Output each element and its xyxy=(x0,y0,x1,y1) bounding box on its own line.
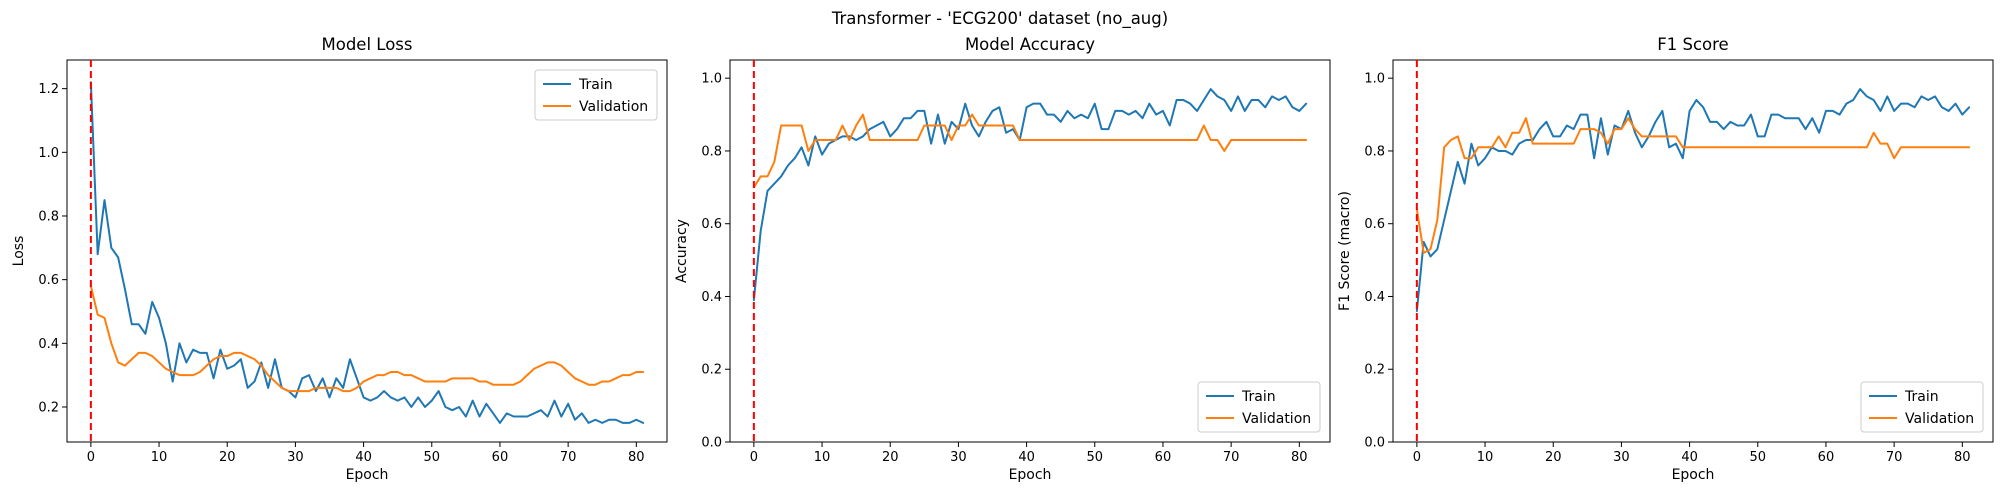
x-tick-label: 80 xyxy=(1291,450,1308,465)
y-tick-label: 0.4 xyxy=(38,337,59,352)
x-tick-label: 20 xyxy=(219,450,236,465)
x-axis-label: Epoch xyxy=(346,467,389,483)
y-tick-label: 1.0 xyxy=(38,146,59,161)
legend-box xyxy=(1197,381,1321,433)
x-tick-label: 30 xyxy=(950,450,967,465)
legend-label-validation: Validation xyxy=(1905,411,1974,427)
y-tick-label: 1.2 xyxy=(38,82,59,97)
y-tick-label: 0.8 xyxy=(38,209,59,224)
y-tick-label: 0.0 xyxy=(1364,436,1385,451)
x-tick-label: 60 xyxy=(1818,450,1835,465)
plot-area-frame xyxy=(66,59,668,443)
legend: Train Validation xyxy=(1197,381,1321,433)
x-tick-label: 80 xyxy=(1954,450,1971,465)
y-tick-label: 0.4 xyxy=(1364,290,1385,305)
chart-panel-2: 0 10 20 30 40 50 60 70 80 0.0 0.2 0.4 0.6 0.8 1.0 Model… xyxy=(674,35,1331,483)
x-tick-label: 10 xyxy=(1477,450,1494,465)
y-tick-label: 0.4 xyxy=(701,290,722,305)
x-tick-label: 0 xyxy=(87,450,95,465)
chart-panel-1: 0 10 20 30 40 50 60 70 80 0.2 0.4 0.6 0.8 1.0 1.2 Model… xyxy=(11,35,668,483)
y-tick-label: 0.6 xyxy=(701,217,722,232)
x-tick-label: 10 xyxy=(814,450,831,465)
series-lines xyxy=(1415,88,1971,313)
legend-label-train: Train xyxy=(578,77,613,93)
figure-title: Transformer - 'ECG200' dataset (no_aug) xyxy=(831,9,1168,29)
x-tick-label: 80 xyxy=(628,450,645,465)
x-tick-label: 50 xyxy=(1749,450,1766,465)
x-tick-label: 50 xyxy=(423,450,440,465)
legend-label-validation: Validation xyxy=(579,99,648,115)
series-line-validation xyxy=(1415,117,1971,254)
series-line-validation xyxy=(89,285,645,393)
chart-title: Model Accuracy xyxy=(965,35,1095,54)
chart-panels: 0 10 20 30 40 50 60 70 80 0.2 0.4 0.6 0.8 1.0 1.2 Model… xyxy=(11,35,1994,483)
x-tick-label: 40 xyxy=(1681,450,1698,465)
x-tick-label: 20 xyxy=(882,450,899,465)
x-tick-label: 0 xyxy=(1413,450,1421,465)
x-tick-label: 30 xyxy=(1613,450,1630,465)
x-tick-label: 60 xyxy=(1155,450,1172,465)
series-lines xyxy=(89,81,645,424)
y-axis-label: Loss xyxy=(11,236,27,267)
legend-label-train: Train xyxy=(1241,389,1276,405)
y-tick-label: 0.6 xyxy=(38,273,59,288)
y-tick-label: 0.2 xyxy=(701,363,722,378)
legend-box xyxy=(1860,381,1984,433)
x-tick-label: 70 xyxy=(1223,450,1240,465)
y-tick-label: 0.6 xyxy=(1364,217,1385,232)
y-tick-label: 0.8 xyxy=(1364,144,1385,159)
chart-panel-3: 0 10 20 30 40 50 60 70 80 0.0 0.2 0.4 0.6 0.8 1.0 F1 Sc… xyxy=(1337,35,1994,483)
x-axis-label: Epoch xyxy=(1672,467,1715,483)
legend-label-validation: Validation xyxy=(1242,411,1311,427)
x-axis-label: Epoch xyxy=(1009,467,1052,483)
series-line-train xyxy=(1415,88,1971,313)
x-tick-label: 50 xyxy=(1086,450,1103,465)
plot-area-frame xyxy=(1392,59,1994,443)
legend: Train Validation xyxy=(534,69,658,121)
x-tick-label: 10 xyxy=(151,450,168,465)
chart-title: F1 Score xyxy=(1657,35,1728,54)
x-tick-label: 30 xyxy=(287,450,304,465)
y-axis-label: Accuracy xyxy=(674,219,690,283)
plot-area-frame xyxy=(729,59,1331,443)
y-tick-label: 1.0 xyxy=(1364,72,1385,87)
legend-box xyxy=(534,69,658,121)
series-line-validation xyxy=(752,113,1308,189)
series-line-train xyxy=(752,88,1308,302)
y-tick-label: 0.0 xyxy=(701,436,722,451)
y-tick-label: 0.8 xyxy=(701,144,722,159)
y-tick-label: 1.0 xyxy=(701,72,722,87)
x-tick-label: 40 xyxy=(355,450,372,465)
series-lines xyxy=(752,88,1308,302)
x-tick-label: 60 xyxy=(492,450,509,465)
legend-label-train: Train xyxy=(1904,389,1939,405)
y-tick-label: 0.2 xyxy=(38,400,59,415)
legend: Train Validation xyxy=(1860,381,1984,433)
x-tick-label: 20 xyxy=(1545,450,1562,465)
y-tick-label: 0.2 xyxy=(1364,363,1385,378)
x-tick-label: 70 xyxy=(560,450,577,465)
y-axis-label: F1 Score (macro) xyxy=(1337,191,1353,311)
x-tick-label: 40 xyxy=(1018,450,1035,465)
chart-title: Model Loss xyxy=(322,35,413,54)
x-tick-label: 70 xyxy=(1886,450,1903,465)
series-line-train xyxy=(89,81,645,424)
x-tick-label: 0 xyxy=(750,450,758,465)
